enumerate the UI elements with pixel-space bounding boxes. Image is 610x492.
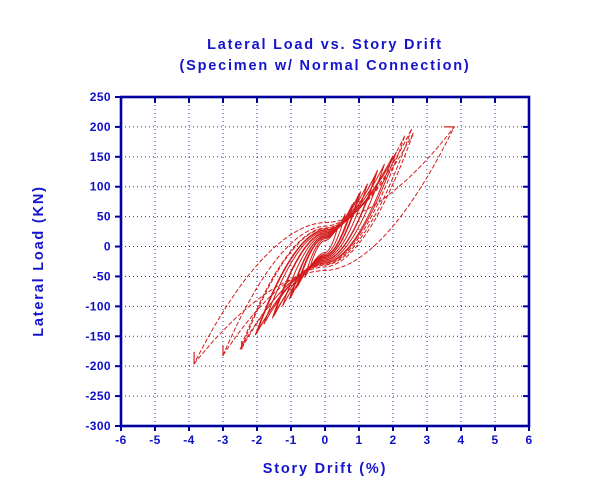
x-tick-label: -5 bbox=[149, 433, 160, 447]
y-tick-label: 150 bbox=[90, 150, 111, 164]
y-axis-title: Lateral Load (KN) bbox=[31, 185, 47, 337]
y-tick-label: 200 bbox=[90, 120, 111, 134]
y-tick-label: 250 bbox=[90, 90, 111, 104]
y-tick-label: -200 bbox=[85, 359, 111, 373]
x-tick-label: 1 bbox=[355, 433, 362, 447]
chart-title: Lateral Load vs. Story Drift bbox=[207, 37, 443, 53]
y-tick-label: -100 bbox=[85, 299, 111, 313]
hysteresis-loop bbox=[295, 202, 355, 289]
y-tick-label: -50 bbox=[92, 269, 111, 283]
x-tick-label: 3 bbox=[423, 433, 430, 447]
y-tick-label: -150 bbox=[85, 329, 111, 343]
x-tick-label: -1 bbox=[285, 433, 296, 447]
x-tick-label: 6 bbox=[525, 433, 532, 447]
x-tick-label: -4 bbox=[183, 433, 194, 447]
x-tick-label: 2 bbox=[389, 433, 396, 447]
x-tick-label: -3 bbox=[217, 433, 228, 447]
x-tick-label: -2 bbox=[251, 433, 262, 447]
hysteresis-loop bbox=[239, 128, 413, 350]
chart-subtitle: (Specimen w/ Normal Connection) bbox=[179, 58, 471, 74]
y-tick-label: 100 bbox=[90, 180, 111, 194]
chart-title-block: Lateral Load vs. Story Drift (Specimen w… bbox=[121, 35, 529, 77]
x-tick-label: 4 bbox=[457, 433, 464, 447]
x-tick-label: -6 bbox=[115, 433, 126, 447]
hysteresis-loop bbox=[193, 126, 455, 365]
y-tick-label: -250 bbox=[85, 389, 111, 403]
y-tick-label: 50 bbox=[97, 210, 111, 224]
y-tick-label: 0 bbox=[104, 240, 111, 254]
y-tick-label: -300 bbox=[85, 419, 111, 433]
hysteresis-loop bbox=[222, 132, 414, 356]
x-tick-label: 5 bbox=[491, 433, 498, 447]
x-axis-title: Story Drift (%) bbox=[262, 461, 388, 477]
x-tick-label: 0 bbox=[321, 433, 328, 447]
